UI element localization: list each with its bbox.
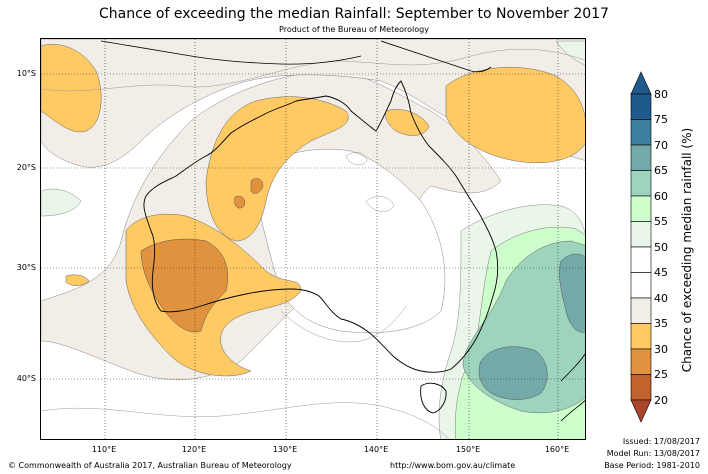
colorbar-tick-30: 30 bbox=[654, 343, 668, 356]
contour-55-north bbox=[555, 40, 585, 66]
contour-55-west bbox=[41, 188, 82, 217]
lat-label-10s: 10°S bbox=[16, 69, 36, 78]
lon-label-120e: 120°E bbox=[181, 445, 207, 454]
colorbar bbox=[630, 71, 652, 423]
contour-70-tasman bbox=[478, 346, 548, 400]
lon-label-160e: 160°E bbox=[544, 445, 570, 454]
new-guinea-coastline bbox=[380, 40, 492, 73]
lon-label-130e: 130°E bbox=[272, 445, 298, 454]
contour-30-small-2 bbox=[234, 195, 245, 209]
new-zealand-coastline bbox=[560, 353, 585, 422]
colorbar-swatch-80 bbox=[630, 93, 652, 120]
colorbar-tick-65: 65 bbox=[654, 164, 668, 177]
australia-coastline bbox=[143, 80, 499, 373]
colorbar-swatch-60 bbox=[630, 195, 652, 222]
lon-label-150e: 150°E bbox=[455, 445, 481, 454]
lon-label-110e: 110°E bbox=[91, 445, 117, 454]
lon-label-140e: 140°E bbox=[363, 445, 389, 454]
colorbar-tick-70: 70 bbox=[654, 139, 668, 152]
lat-label-20s: 20°S bbox=[16, 163, 36, 172]
forecast-map bbox=[40, 38, 586, 440]
colorbar-swatch-55 bbox=[630, 221, 652, 248]
colorbar-extend-bottom bbox=[630, 399, 652, 423]
colorbar-tick-80: 80 bbox=[654, 88, 668, 101]
colorbar-tick-75: 75 bbox=[654, 113, 668, 126]
source-url[interactable]: http://www.bom.gov.au/climate bbox=[390, 461, 516, 470]
colorbar-tick-25: 25 bbox=[654, 368, 668, 381]
colorbar-swatch-45 bbox=[630, 272, 652, 299]
lat-label-40s: 40°S bbox=[16, 374, 36, 383]
graticule bbox=[41, 39, 585, 439]
colorbar-tick-60: 60 bbox=[654, 190, 668, 203]
indonesia-coastline bbox=[100, 40, 362, 65]
contour-70-east-edge bbox=[559, 253, 585, 333]
contour-35-north-west-ocean bbox=[41, 44, 102, 133]
colorbar-tick-40: 40 bbox=[654, 292, 668, 305]
tasmania-coastline bbox=[420, 382, 447, 414]
colorbar-swatch-35 bbox=[630, 323, 652, 350]
contour-line-5 bbox=[345, 152, 368, 166]
colorbar-swatch-50 bbox=[630, 246, 652, 273]
forecast-map-svg bbox=[41, 39, 585, 439]
colorbar-swatch-40 bbox=[630, 297, 652, 324]
colorbar-swatch-25 bbox=[630, 374, 652, 401]
colorbar-swatch-65 bbox=[630, 170, 652, 197]
map-subtitle: Product of the Bureau of Meteorology bbox=[279, 25, 429, 34]
colorbar-tick-35: 35 bbox=[654, 317, 668, 330]
colorbar-tick-55: 55 bbox=[654, 215, 668, 228]
contour-30-southwest bbox=[140, 238, 229, 333]
colorbar-tick-50: 50 bbox=[654, 241, 668, 254]
issued-date: Issued: 17/08/2017 bbox=[622, 437, 700, 446]
colorbar-swatch-70 bbox=[630, 144, 652, 171]
contour-line-3 bbox=[280, 305, 407, 343]
colorbar-extend-top bbox=[630, 71, 652, 95]
contour-30-small-1 bbox=[250, 178, 264, 194]
colorbar-tick-45: 45 bbox=[654, 266, 668, 279]
contour-line-1 bbox=[41, 48, 585, 92]
contour-line-2 bbox=[41, 402, 450, 439]
base-period: Base Period: 1981-2010 bbox=[604, 461, 700, 470]
contour-35-small-west bbox=[65, 274, 90, 286]
contour-line-4 bbox=[365, 196, 395, 212]
lat-label-30s: 30°S bbox=[16, 263, 36, 272]
copyright-text: © Commonwealth of Australia 2017, Austra… bbox=[8, 461, 292, 470]
colorbar-swatch-30 bbox=[630, 348, 652, 375]
colorbar-swatch-75 bbox=[630, 119, 652, 146]
colorbar-title: Chance of exceeding median rainfall (%) bbox=[680, 127, 694, 373]
contour-35-coral-sea bbox=[445, 67, 585, 164]
map-title: Chance of exceeding the median Rainfall:… bbox=[99, 6, 609, 22]
colorbar-tick-20: 20 bbox=[654, 394, 668, 407]
model-run-date: Model Run: 13/08/2017 bbox=[606, 449, 700, 458]
